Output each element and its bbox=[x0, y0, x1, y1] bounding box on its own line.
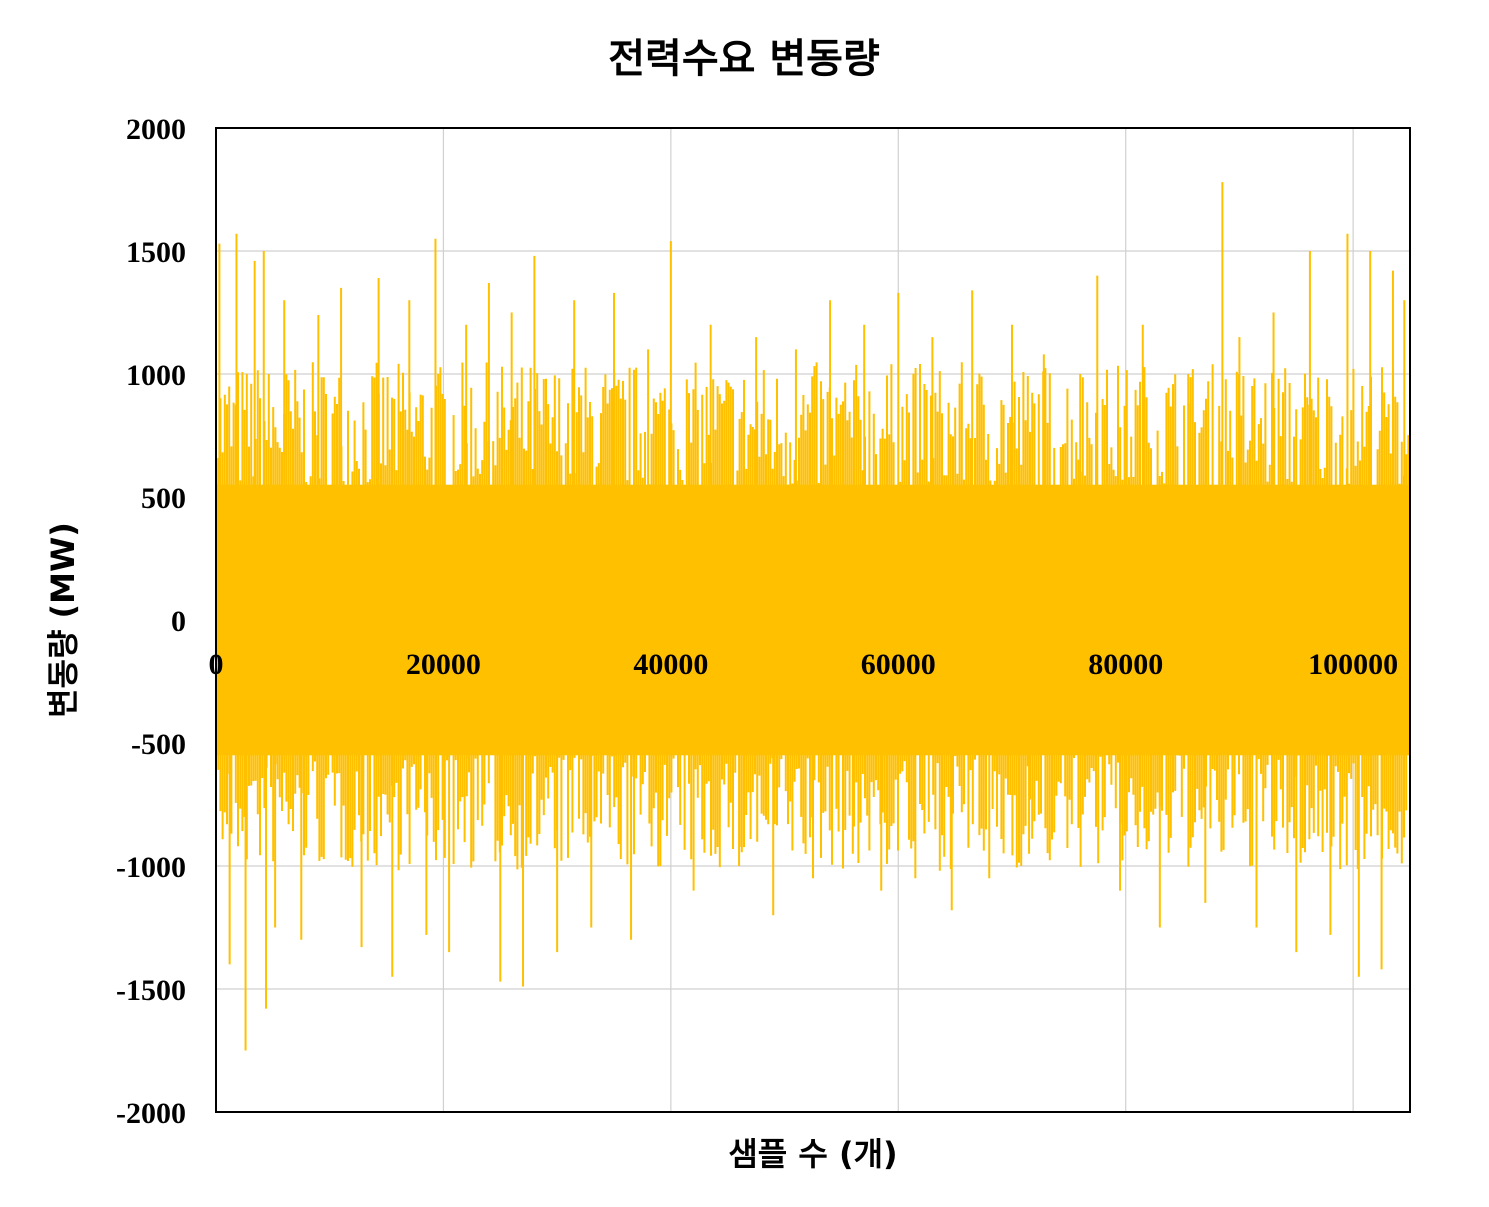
chart-title: 전력수요 변동량 bbox=[608, 36, 880, 82]
y-tick-label-3: 500 bbox=[141, 482, 186, 515]
y-tick-labels: 2000 1500 1000 500 0 -500 -1000 -1500 -2000 bbox=[116, 113, 186, 1130]
plot-frame bbox=[215, 127, 1411, 1113]
y-axis-label: 변동량 (MW) bbox=[44, 522, 82, 718]
y-tick-label-6: -1000 bbox=[116, 851, 186, 884]
y-tick-label-8: -2000 bbox=[116, 1097, 186, 1130]
x-axis-label: 샘플 수 (개) bbox=[728, 1135, 897, 1173]
series-layer bbox=[215, 182, 1410, 1051]
y-tick-label-4: 0 bbox=[171, 605, 186, 638]
y-tick-label-1: 1500 bbox=[126, 236, 186, 269]
y-tick-label-7: -1500 bbox=[116, 974, 186, 1007]
y-tick-label-2: 1000 bbox=[126, 359, 186, 392]
y-tick-label-5: -500 bbox=[131, 728, 186, 761]
x-tick-label-0: 0 bbox=[209, 648, 224, 681]
x-tick-labels: 0 20000 40000 60000 80000 100000 bbox=[209, 648, 1399, 681]
x-tick-label-1: 20000 bbox=[406, 648, 481, 681]
x-tick-label-4: 80000 bbox=[1088, 648, 1163, 681]
x-tick-label-5: 100000 bbox=[1308, 648, 1398, 681]
y-tick-label-0: 2000 bbox=[126, 113, 186, 146]
x-tick-label-2: 40000 bbox=[633, 648, 708, 681]
x-tick-label-3: 60000 bbox=[861, 648, 936, 681]
